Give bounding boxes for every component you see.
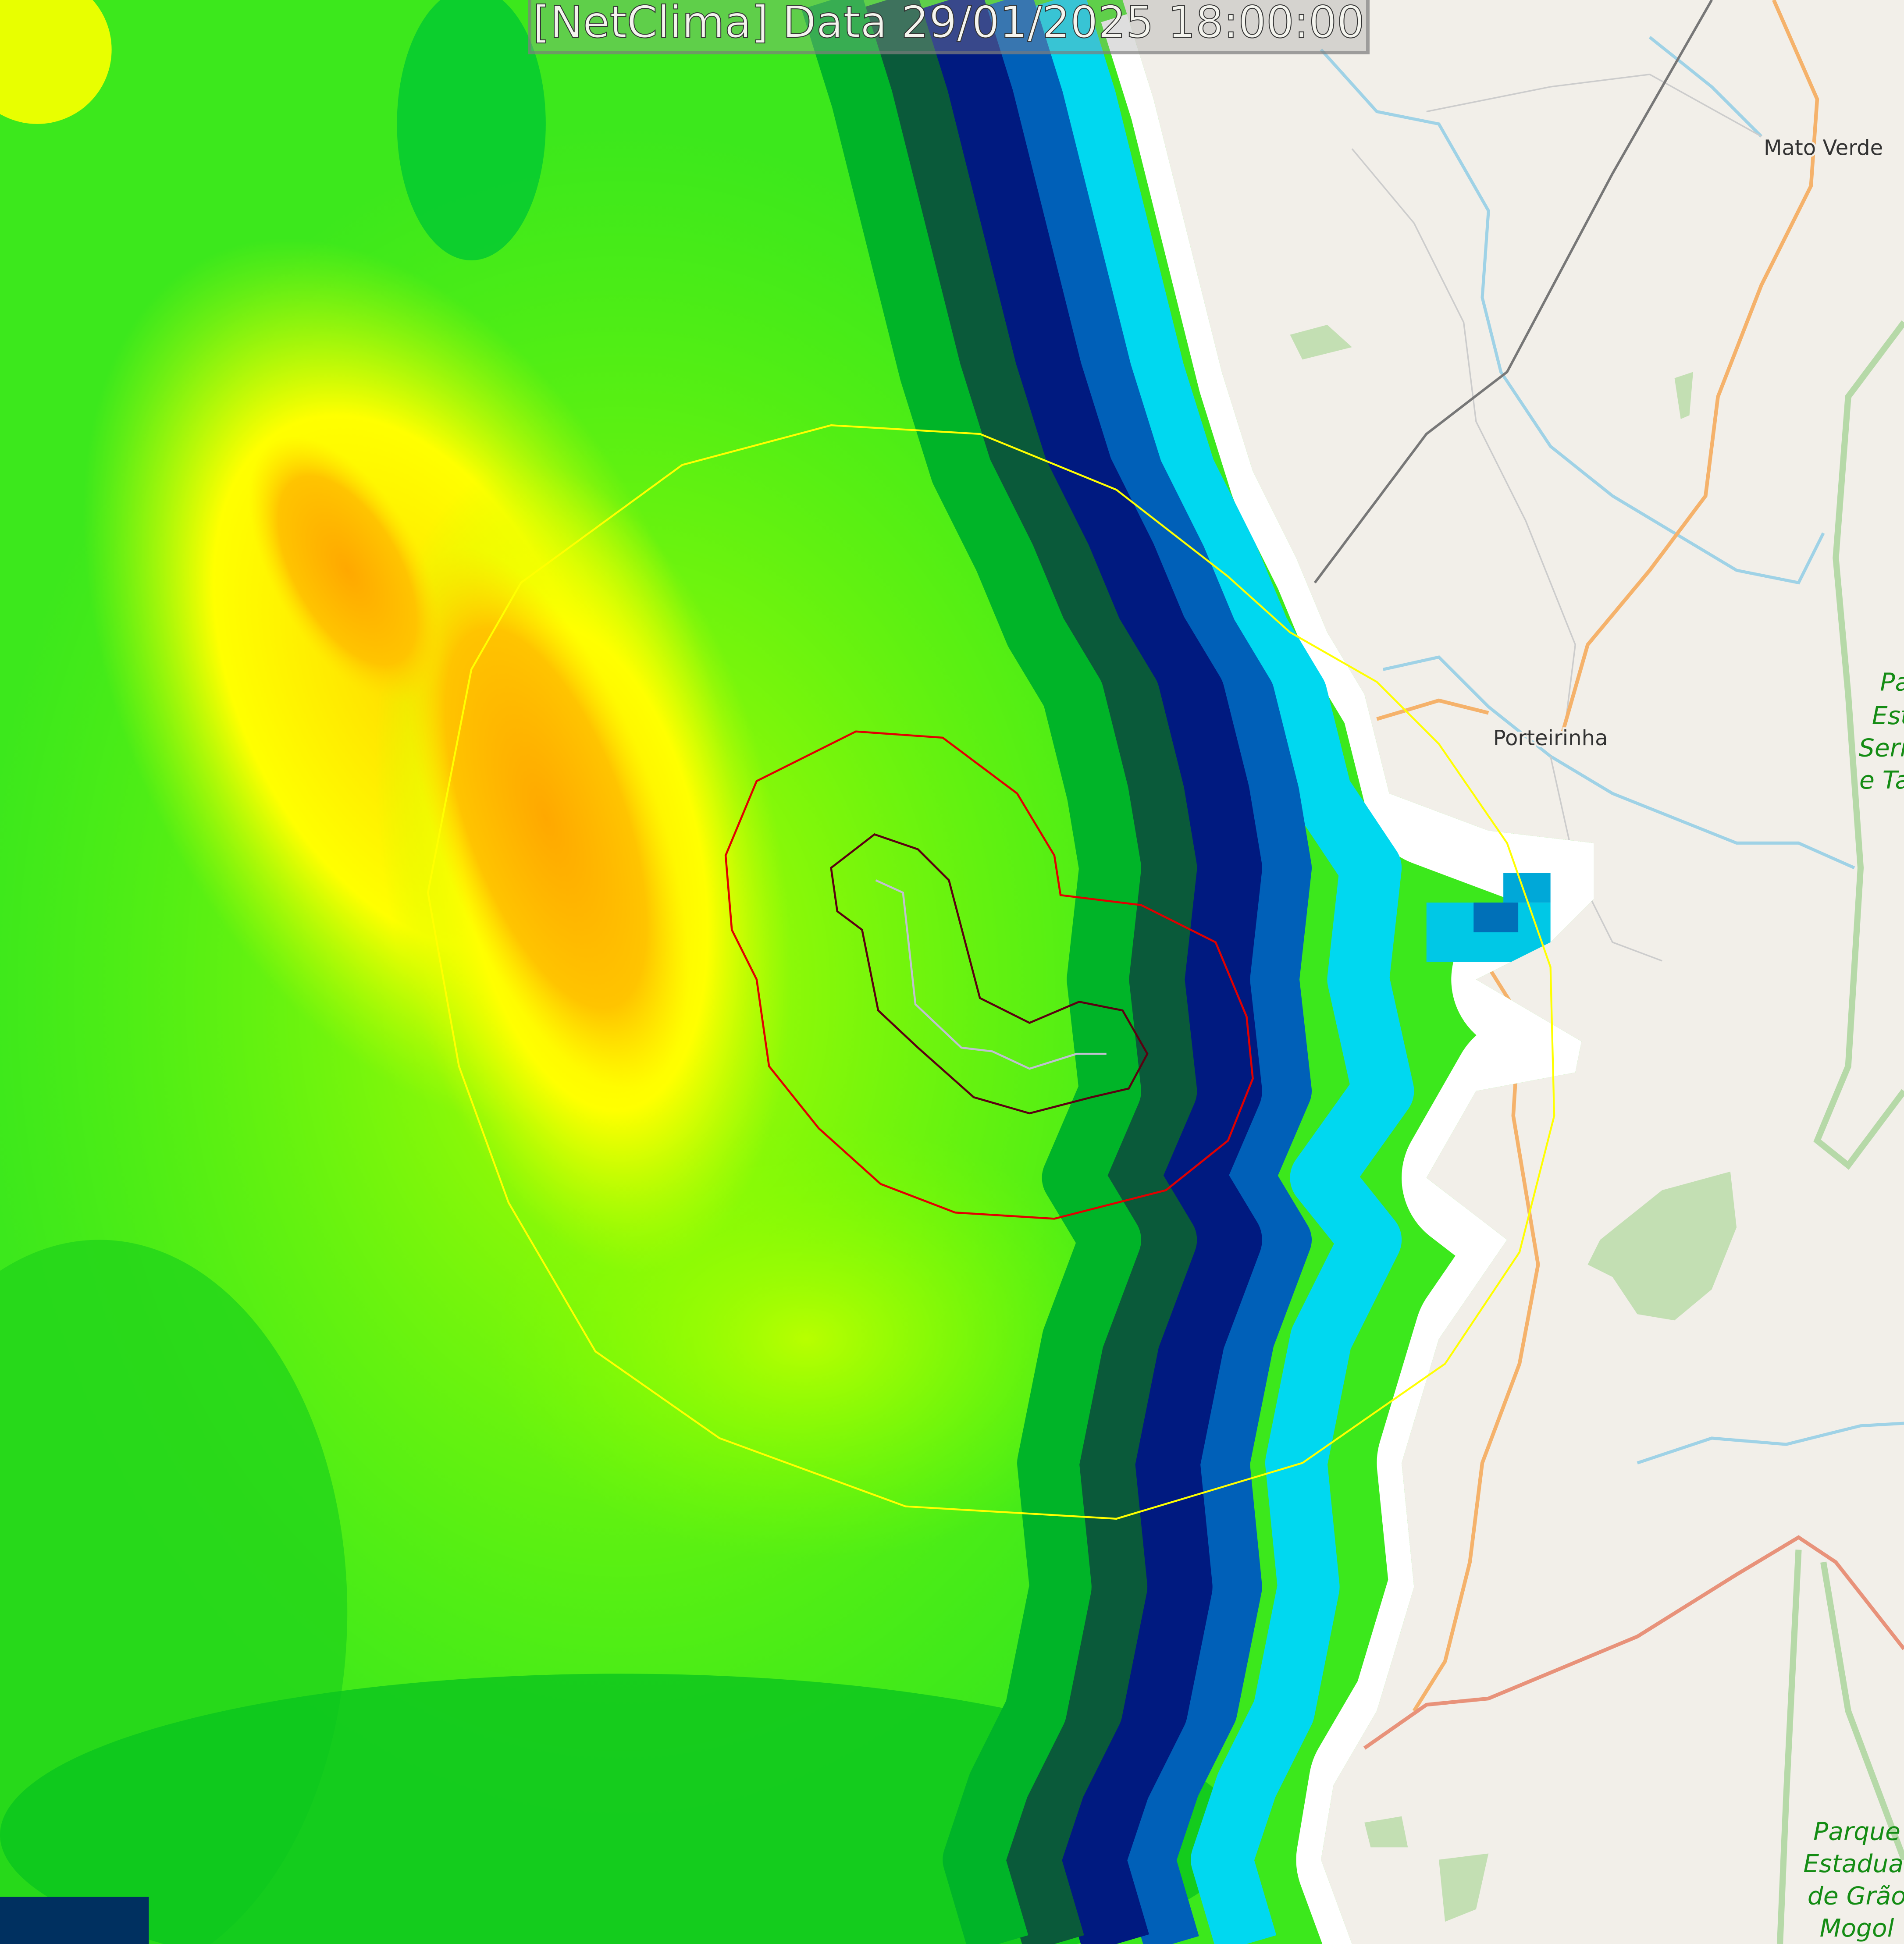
park-label-grao-mogol-line-4: Mogol (1820, 1914, 1894, 1943)
park-boundaries (1777, 320, 1904, 1944)
park-label-serra-line-4: e Ta (1859, 766, 1904, 795)
park-label-serra-line-2: Est (1872, 701, 1904, 730)
timestamp-title: [NetClima] Data 29/01/2025 18:00:00 (532, 0, 1365, 48)
rivers (1320, 36, 1904, 1464)
highway (1363, 1535, 1904, 1750)
place-label-porteirinha: Porteirinha (1493, 726, 1608, 750)
green-areas (1290, 325, 1737, 1922)
inner-contour-dark-red (830, 833, 1149, 1115)
middle-contour-red (724, 730, 1254, 1220)
park-label-grao-mogol-line-1: Parque (1813, 1817, 1900, 1846)
park-label-grao-mogol-line-2: Estadual (1803, 1849, 1904, 1878)
park-label-grao-mogol-line-3: de Grão (1808, 1881, 1904, 1910)
place-label-mato-verde: Mato Verde (1764, 136, 1883, 160)
timestamp-banner: [NetClima] Data 29/01/2025 18:00:00 (528, 0, 1370, 54)
core-contour-line (875, 879, 1107, 1070)
railway-line (1313, 0, 1713, 584)
outer-contour-yellow (427, 424, 1555, 1520)
park-label-serra-line-3: Serr (1859, 733, 1904, 762)
park-label-serra-line-1: Pa (1880, 668, 1904, 697)
minor-roads (1351, 73, 1762, 962)
